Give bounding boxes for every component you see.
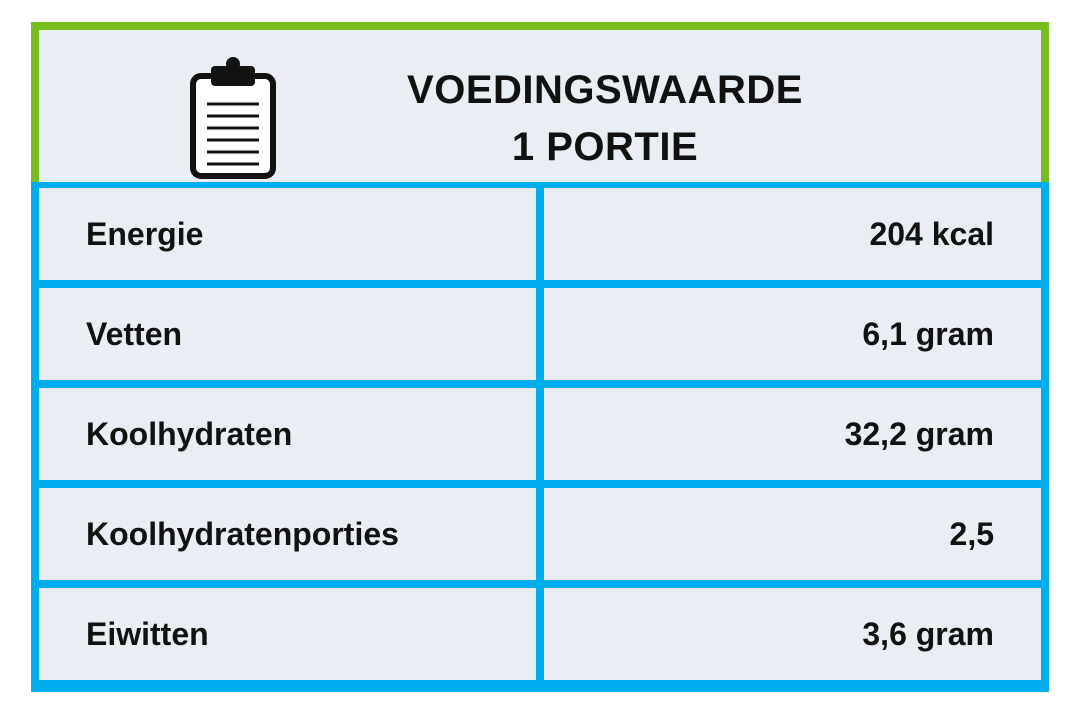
nutrition-card: VOEDINGSWAARDE 1 PORTIE Energie 204 kcal… [31, 22, 1049, 692]
row-value-koolhydraten: 32,2 gram [544, 388, 1041, 480]
clipboard-icon [190, 57, 276, 179]
row-value-koolhydratenporties: 2,5 [544, 488, 1041, 580]
row-value-energie: 204 kcal [544, 188, 1041, 280]
row-label-eiwitten: Eiwitten [39, 588, 536, 680]
title-line-1: VOEDINGSWAARDE [407, 68, 803, 112]
page-title: VOEDINGSWAARDE 1 PORTIE [299, 62, 911, 176]
table-row: Energie 204 kcal [39, 188, 1041, 280]
row-value-eiwitten: 3,6 gram [544, 588, 1041, 680]
nutrition-header: VOEDINGSWAARDE 1 PORTIE [31, 22, 1049, 182]
table-row: Koolhydraten 32,2 gram [39, 388, 1041, 480]
row-label-koolhydraten: Koolhydraten [39, 388, 536, 480]
row-value-vetten: 6,1 gram [544, 288, 1041, 380]
row-label-koolhydratenporties: Koolhydratenporties [39, 488, 536, 580]
table-row: Vetten 6,1 gram [39, 288, 1041, 380]
row-label-vetten: Vetten [39, 288, 536, 380]
table-row: Koolhydratenporties 2,5 [39, 488, 1041, 580]
table-row: Eiwitten 3,6 gram [39, 588, 1041, 680]
nutrition-table: Energie 204 kcal Vetten 6,1 gram Koolhyd… [31, 182, 1049, 692]
title-line-2: 1 PORTIE [511, 125, 699, 169]
row-label-energie: Energie [39, 188, 536, 280]
